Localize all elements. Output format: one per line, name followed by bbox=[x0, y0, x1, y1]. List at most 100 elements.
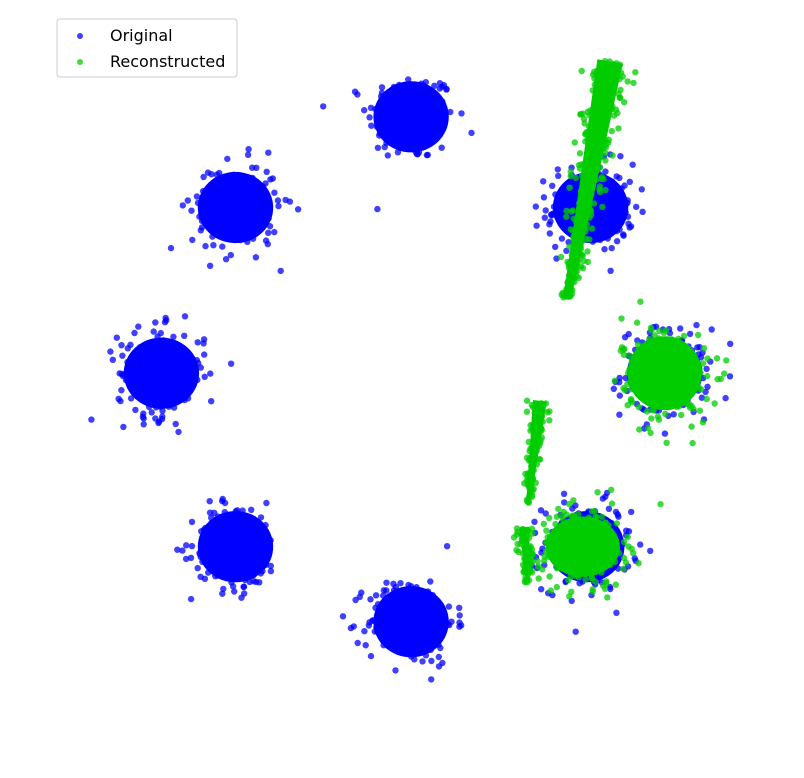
original-point bbox=[382, 101, 390, 108]
reconstructed-point bbox=[591, 68, 598, 76]
original-point bbox=[212, 573, 219, 580]
reconstructed-point bbox=[678, 411, 685, 419]
original-point bbox=[205, 569, 212, 576]
original-point bbox=[601, 246, 608, 253]
original-point bbox=[339, 613, 347, 620]
original-point bbox=[423, 596, 430, 604]
original-point bbox=[411, 656, 418, 663]
reconstructed-point bbox=[533, 461, 541, 468]
original-point bbox=[371, 628, 378, 635]
original-point bbox=[262, 561, 269, 569]
original-point bbox=[240, 573, 248, 580]
original-point bbox=[174, 546, 181, 553]
reconstructed-point bbox=[584, 175, 591, 182]
reconstructed-point bbox=[521, 480, 528, 487]
reconstructed-point bbox=[635, 560, 642, 567]
original-point bbox=[438, 117, 445, 124]
original-point bbox=[722, 394, 729, 402]
original-point bbox=[201, 373, 208, 380]
original-point bbox=[415, 597, 423, 604]
reconstructed-point bbox=[704, 355, 711, 362]
original-point bbox=[532, 203, 539, 210]
original-point bbox=[206, 550, 213, 557]
reconstructed-point bbox=[563, 511, 570, 518]
reconstructed-point bbox=[689, 386, 696, 393]
original-point bbox=[409, 103, 417, 110]
original-point bbox=[202, 242, 209, 250]
original-point bbox=[677, 325, 684, 332]
original-point bbox=[159, 407, 166, 415]
original-point bbox=[372, 604, 379, 611]
original-point bbox=[366, 114, 373, 121]
original-point bbox=[246, 195, 253, 202]
original-point bbox=[206, 262, 214, 269]
reconstructed-point bbox=[584, 556, 592, 563]
reconstructed-point bbox=[566, 593, 573, 600]
original-point bbox=[113, 334, 121, 341]
original-point bbox=[238, 211, 245, 218]
original-point bbox=[383, 621, 391, 628]
original-point bbox=[230, 221, 238, 228]
original-point bbox=[392, 667, 399, 674]
reconstructed-point bbox=[604, 594, 611, 601]
original-point bbox=[397, 580, 404, 587]
reconstructed-point bbox=[523, 527, 530, 534]
original-point bbox=[238, 205, 245, 212]
reconstructed-point bbox=[613, 60, 620, 67]
reconstructed-point bbox=[568, 549, 576, 556]
original-point bbox=[235, 573, 242, 580]
original-point bbox=[192, 369, 199, 376]
legend-marker-reconstructed bbox=[77, 59, 83, 65]
original-point bbox=[647, 547, 654, 555]
original-point bbox=[531, 518, 538, 525]
original-point bbox=[541, 214, 548, 221]
original-point bbox=[405, 581, 412, 589]
original-point bbox=[145, 374, 152, 381]
reconstructed-point bbox=[650, 374, 657, 381]
reconstructed-point bbox=[537, 425, 545, 432]
original-point bbox=[600, 213, 608, 220]
original-point bbox=[372, 592, 380, 599]
original-point bbox=[263, 168, 270, 175]
reconstructed-point bbox=[562, 549, 570, 556]
original-point bbox=[294, 206, 302, 213]
original-point bbox=[394, 149, 402, 156]
reconstructed-point bbox=[639, 358, 646, 365]
reconstructed-point bbox=[567, 274, 575, 281]
original-point bbox=[612, 217, 619, 224]
reconstructed-point bbox=[682, 383, 690, 390]
original-point bbox=[140, 415, 147, 422]
original-point bbox=[558, 235, 566, 242]
reconstructed-point bbox=[617, 86, 624, 94]
original-point bbox=[115, 395, 122, 402]
original-point bbox=[549, 210, 557, 217]
original-point bbox=[225, 523, 233, 530]
reconstructed-point bbox=[608, 500, 616, 507]
reconstructed-point bbox=[566, 184, 573, 191]
reconstructed-point bbox=[571, 232, 578, 239]
original-point bbox=[367, 652, 375, 660]
reconstructed-point bbox=[699, 360, 707, 367]
original-point bbox=[187, 595, 195, 603]
reconstructed-point bbox=[696, 407, 704, 414]
original-point bbox=[247, 204, 254, 211]
original-point bbox=[552, 191, 559, 198]
original-point bbox=[172, 420, 179, 428]
original-point bbox=[550, 203, 558, 210]
original-point bbox=[422, 632, 429, 639]
reconstructed-point bbox=[576, 245, 583, 252]
original-point bbox=[703, 365, 710, 373]
original-point bbox=[148, 409, 155, 416]
reconstructed-point bbox=[573, 219, 580, 226]
reconstructed-point bbox=[621, 99, 628, 106]
original-point bbox=[616, 411, 623, 418]
reconstructed-point bbox=[589, 87, 596, 94]
reconstructed-point bbox=[580, 564, 587, 571]
reconstructed-point bbox=[651, 355, 658, 362]
legend-marker-original bbox=[77, 33, 83, 39]
reconstructed-point bbox=[597, 118, 604, 126]
original-point bbox=[412, 649, 419, 656]
original-point bbox=[458, 110, 465, 117]
original-point bbox=[175, 357, 182, 364]
original-point bbox=[607, 215, 614, 222]
